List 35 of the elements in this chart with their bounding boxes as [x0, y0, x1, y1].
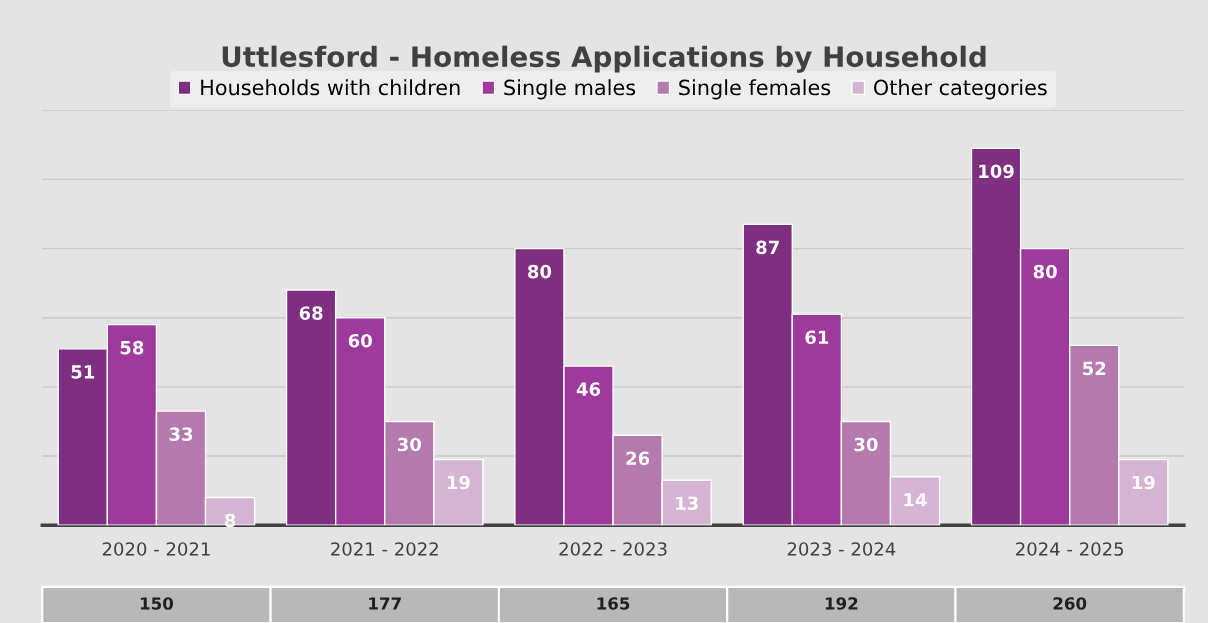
data-label: 19	[1132, 475, 1155, 490]
chart-title: Uttlesford - Homeless Applications by Household	[222, 45, 986, 73]
data-label: 52	[1083, 361, 1106, 376]
data-label: 80	[1033, 264, 1057, 279]
data-label: 30	[854, 437, 878, 452]
text: 165	[597, 597, 630, 610]
data-label: 68	[299, 306, 323, 320]
text: 150	[140, 597, 174, 610]
legend-label: Single females	[679, 79, 831, 100]
data-label: 60	[348, 333, 372, 348]
text: 192	[825, 597, 858, 610]
data-label: 33	[169, 427, 193, 441]
x-tick-label: 2020 - 2021	[102, 542, 210, 556]
data-label: 87	[756, 240, 779, 255]
text: 177	[369, 597, 401, 610]
data-label: 109	[979, 164, 1014, 179]
data-label: 8	[224, 513, 236, 528]
data-label: 14	[904, 493, 927, 507]
data-label: 46	[576, 382, 601, 396]
data-label: 61	[805, 330, 829, 345]
data-label: 80	[527, 264, 552, 279]
x-tick-label: 2022 - 2023	[559, 542, 667, 556]
data-label: 19	[447, 475, 470, 490]
x-tick-label: 2023 - 2024	[787, 542, 896, 556]
data-label: 51	[71, 365, 95, 379]
legend-label: Other categories	[873, 79, 1047, 100]
data-label: 26	[626, 451, 650, 466]
data-label: 13	[676, 496, 698, 511]
x-tick-label: 2024 - 2025	[1016, 542, 1124, 556]
data-label: 58	[120, 340, 144, 355]
x-tick-label: 2021 - 2022	[331, 542, 438, 556]
legend-label: Households with children	[201, 79, 460, 96]
text: 260	[1053, 597, 1087, 610]
legend-label: Single males	[504, 79, 636, 100]
data-label: 30	[397, 437, 421, 452]
